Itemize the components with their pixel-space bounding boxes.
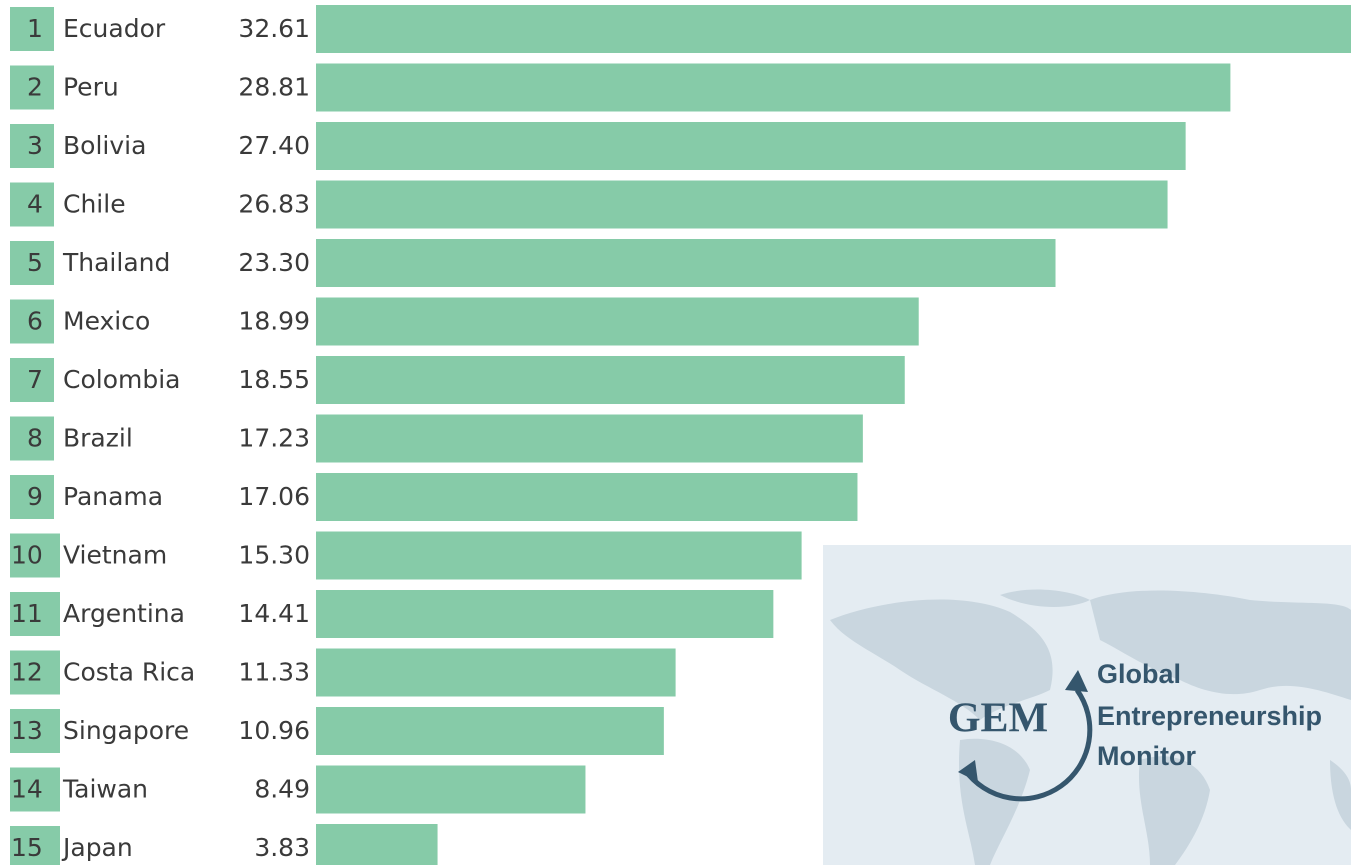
rank-box — [10, 416, 54, 461]
category-label: Brazil — [63, 424, 133, 453]
rank-label: 5 — [27, 248, 43, 277]
logo-arc — [962, 688, 1093, 802]
value-label: 8.49 — [254, 775, 310, 804]
rank-label: 11 — [11, 599, 43, 628]
category-label: Costa Rica — [63, 658, 195, 687]
rank-box — [10, 709, 60, 753]
rank-label: 14 — [11, 775, 43, 804]
rank-label: 9 — [27, 482, 43, 511]
category-label: Colombia — [63, 365, 180, 394]
rank-box — [10, 299, 54, 344]
value-label: 18.55 — [238, 365, 310, 394]
rank-box — [10, 826, 60, 865]
value-label: 3.83 — [254, 833, 310, 862]
rank-box — [10, 767, 60, 812]
bar — [316, 297, 919, 346]
rank-label: 2 — [27, 73, 43, 102]
logo-arrow — [1065, 670, 1088, 692]
rank-label: 8 — [27, 424, 43, 453]
value-label: 27.40 — [238, 131, 310, 160]
rank-box — [10, 65, 54, 110]
bar — [316, 239, 1056, 287]
bar — [316, 414, 863, 463]
bar — [316, 824, 438, 865]
logo-line: Monitor — [1097, 741, 1196, 771]
category-label: Panama — [63, 482, 163, 511]
bar — [316, 531, 802, 580]
bar — [316, 5, 1351, 53]
value-label: 23.30 — [238, 248, 310, 277]
category-label: Mexico — [63, 307, 150, 336]
category-label: Taiwan — [62, 775, 148, 804]
bar — [316, 356, 905, 404]
bar — [316, 473, 858, 521]
bar — [316, 590, 774, 638]
logo-abbreviation: GEM — [948, 696, 1048, 742]
rank-box — [10, 7, 54, 51]
category-label: Ecuador — [63, 14, 166, 43]
logo-line: Global — [1097, 659, 1181, 689]
category-label: Peru — [63, 73, 119, 102]
category-label: Argentina — [63, 599, 185, 628]
rank-box — [10, 182, 54, 227]
category-label: Bolivia — [63, 131, 146, 160]
value-label: 17.06 — [238, 482, 310, 511]
category-label: Chile — [63, 190, 126, 219]
value-label: 15.30 — [238, 541, 310, 570]
value-label: 10.96 — [238, 716, 310, 745]
value-label: 28.81 — [238, 73, 310, 102]
value-label: 18.99 — [238, 307, 310, 336]
rank-box — [10, 650, 60, 695]
category-label: Singapore — [63, 716, 189, 745]
bar — [316, 707, 664, 755]
bar — [316, 648, 676, 697]
category-label: Vietnam — [63, 541, 167, 570]
rank-box — [10, 358, 54, 402]
rank-box — [10, 533, 60, 578]
rank-label: 3 — [27, 131, 43, 160]
rank-label: 1 — [27, 14, 43, 43]
rank-label: 6 — [27, 307, 43, 336]
value-label: 17.23 — [238, 424, 310, 453]
logo-line: Entrepreneurship — [1097, 701, 1322, 731]
rank-box — [10, 124, 54, 168]
logo-arrow — [958, 760, 978, 782]
rank-label: 10 — [11, 541, 43, 570]
logo-panel: GEM Global Entrepreneurship Monitor — [823, 545, 1351, 865]
category-label: Japan — [61, 833, 133, 862]
category-label: Thailand — [62, 248, 170, 277]
bar — [316, 63, 1231, 112]
value-label: 32.61 — [238, 14, 310, 43]
rank-label: 4 — [27, 190, 43, 219]
rank-box — [10, 592, 60, 636]
rank-label: 7 — [27, 365, 43, 394]
rows: 1 Ecuador 32.61 2 Peru 28.81 3 Bolivia 27.40 4 Chi… — [10, 5, 1351, 865]
bar — [316, 122, 1186, 170]
rank-box — [10, 241, 54, 285]
bar — [316, 180, 1168, 229]
rank-box — [10, 475, 54, 519]
rank-label: 15 — [11, 833, 43, 862]
rank-label: 12 — [11, 658, 43, 687]
world-map — [830, 589, 1351, 865]
value-label: 11.33 — [238, 658, 310, 687]
rank-label: 13 — [11, 716, 43, 745]
value-label: 14.41 — [238, 599, 310, 628]
bar — [316, 765, 586, 814]
value-label: 26.83 — [238, 190, 310, 219]
